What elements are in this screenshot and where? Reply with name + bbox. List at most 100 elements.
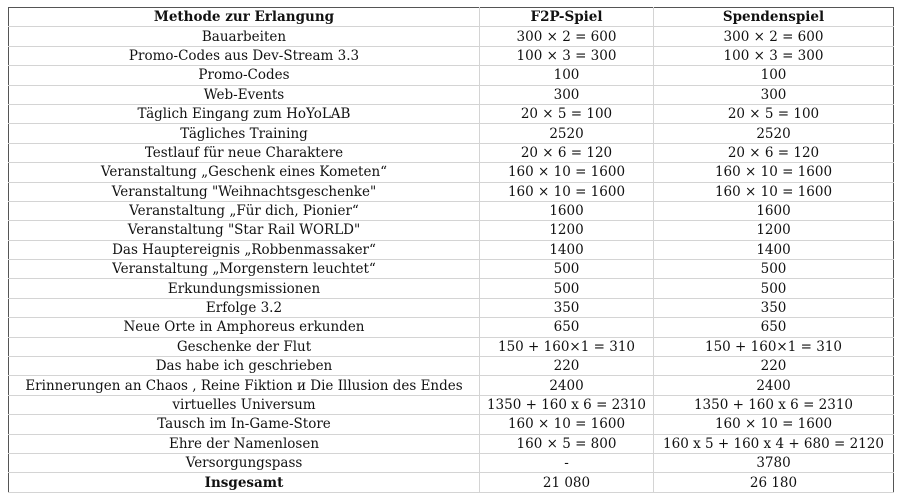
f2p-cell: 1200 (479, 220, 654, 241)
method-cell: Das Hauptereignis „Robbenmassaker“ (8, 240, 480, 261)
total-label: Insgesamt (8, 472, 480, 493)
donation-cell: 350 (653, 298, 894, 319)
method-cell: Neue Orte in Amphoreus erkunden (8, 317, 480, 338)
table-row: Erkundungsmissionen 500 500 (8, 278, 894, 299)
method-cell: Tägliches Training (8, 123, 480, 144)
donation-cell: 3780 (653, 453, 894, 474)
method-cell: Bauarbeiten (8, 26, 480, 47)
table-row: virtuelles Universum 1350 + 160 x 6 = 231… (8, 395, 894, 416)
table-row: Das Hauptereignis „Robbenmassaker“ 1400 14… (8, 240, 894, 261)
f2p-cell: 20 × 6 = 120 (479, 143, 654, 164)
donation-cell: 500 (653, 278, 894, 299)
table-row: Tägliches Training 2520 2520 (8, 123, 894, 144)
total-f2p: 21 080 (479, 472, 654, 493)
f2p-cell: 500 (479, 278, 654, 299)
method-cell: Versorgungspass (8, 453, 480, 474)
method-cell: virtuelles Universum (8, 395, 480, 416)
donation-cell: 1600 (653, 201, 894, 222)
header-donation: Spendenspiel (653, 7, 894, 28)
f2p-cell: 160 × 10 = 1600 (479, 182, 654, 202)
donation-cell: 160 x 5 + 160 x 4 + 680 = 2120 (653, 434, 894, 454)
f2p-cell: 160 × 10 = 1600 (479, 414, 654, 435)
f2p-cell: - (479, 453, 654, 474)
f2p-cell: 220 (479, 356, 654, 377)
total-row: Insgesamt 21 080 26 180 (8, 472, 894, 493)
donation-cell: 500 (653, 259, 894, 280)
donation-cell: 100 × 3 = 300 (653, 46, 894, 67)
table-row: Geschenke der Flut 150 + 160×1 = 310 150 +… (8, 337, 894, 358)
table-row: Web-Events 300 300 (8, 85, 894, 105)
method-cell: Veranstaltung „Morgenstern leuchtet“ (8, 259, 480, 280)
table-row: Das habe ich geschrieben 220 220 (8, 356, 894, 377)
method-cell: Das habe ich geschrieben (8, 356, 480, 377)
donation-cell: 100 (653, 65, 894, 86)
f2p-cell: 2400 (479, 375, 654, 396)
f2p-cell: 160 × 10 = 1600 (479, 162, 654, 183)
table-row: Ehre der Namenlosen 160 × 5 = 800 160 x 5 … (8, 434, 894, 454)
method-cell: Tausch im In-Game-Store (8, 414, 480, 435)
f2p-cell: 300 (479, 85, 654, 105)
table-row: Erfolge 3.2 350 350 (8, 298, 894, 319)
header-method: Methode zur Erlangung (8, 7, 480, 28)
f2p-cell: 350 (479, 298, 654, 319)
table-row: Veranstaltung „Geschenk eines Kometen“ 16… (8, 162, 894, 183)
method-cell: Veranstaltung "Weihnachtsgeschenke" (8, 182, 480, 202)
table-row: Täglich Eingang zum HoYoLAB 20 × 5 = 100 2… (8, 104, 894, 125)
donation-cell: 160 × 10 = 1600 (653, 162, 894, 183)
f2p-cell: 150 + 160×1 = 310 (479, 337, 654, 358)
table-row: Testlauf für neue Charaktere 20 × 6 = 120… (8, 143, 894, 164)
f2p-cell: 2520 (479, 123, 654, 144)
table-row: Bauarbeiten 300 × 2 = 600 300 × 2 = 600 (8, 26, 894, 47)
method-cell: Veranstaltung "Star Rail WORLD" (8, 220, 480, 241)
method-cell: Promo-Codes (8, 65, 480, 86)
method-cell: Web-Events (8, 85, 480, 105)
table-row: Promo-Codes 100 100 (8, 65, 894, 86)
donation-cell: 160 × 10 = 1600 (653, 414, 894, 435)
donation-cell: 2520 (653, 123, 894, 144)
donation-cell: 150 + 160×1 = 310 (653, 337, 894, 358)
method-cell: Veranstaltung „Für dich, Pionier“ (8, 201, 480, 222)
header-f2p: F2P-Spiel (479, 7, 654, 28)
table-row: Veranstaltung „Morgenstern leuchtet“ 500 5… (8, 259, 894, 280)
donation-cell: 1200 (653, 220, 894, 241)
table-row: Promo-Codes aus Dev-Stream 3.3 100 × 3 = … (8, 46, 894, 67)
f2p-cell: 300 × 2 = 600 (479, 26, 654, 47)
donation-cell: 650 (653, 317, 894, 338)
donation-cell: 1400 (653, 240, 894, 261)
table-row: Erinnerungen an Chaos , Reine Fiktion и … (8, 375, 894, 396)
table-row: Veranstaltung "Star Rail WORLD" 1200 1200 (8, 220, 894, 241)
method-cell: Täglich Eingang zum HoYoLAB (8, 104, 480, 125)
method-cell: Testlauf für neue Charaktere (8, 143, 480, 164)
total-donation: 26 180 (653, 472, 894, 493)
table-row: Versorgungspass -3780 (8, 453, 894, 474)
donation-cell: 300 (653, 85, 894, 105)
method-cell: Geschenke der Flut (8, 337, 480, 358)
table-row: Neue Orte in Amphoreus erkunden 650 650 (8, 317, 894, 338)
donation-cell: 20 × 6 = 120 (653, 143, 894, 164)
donation-cell: 1350 + 160 x 6 = 2310 (653, 395, 894, 416)
rewards-table: Methode zur Erlangung F2P-Spiel Spendens… (8, 7, 894, 493)
f2p-cell: 650 (479, 317, 654, 338)
method-cell: Veranstaltung „Geschenk eines Kometen“ (8, 162, 480, 183)
donation-cell: 220 (653, 356, 894, 377)
header-row: Methode zur Erlangung F2P-Spiel Spendens… (8, 7, 894, 28)
f2p-cell: 1350 + 160 x 6 = 2310 (479, 395, 654, 416)
donation-cell: 20 × 5 = 100 (653, 104, 894, 125)
method-cell: Promo-Codes aus Dev-Stream 3.3 (8, 46, 480, 67)
table-row: Veranstaltung "Weihnachtsgeschenke" 160 ×… (8, 182, 894, 202)
donation-cell: 300 × 2 = 600 (653, 26, 894, 47)
table-row: Tausch im In-Game-Store 160 × 10 = 1600 16… (8, 414, 894, 435)
f2p-cell: 160 × 5 = 800 (479, 434, 654, 454)
method-cell: Erkundungsmissionen (8, 278, 480, 299)
f2p-cell: 1600 (479, 201, 654, 222)
donation-cell: 160 × 10 = 1600 (653, 182, 894, 202)
method-cell: Erinnerungen an Chaos , Reine Fiktion и … (8, 375, 480, 396)
method-cell: Ehre der Namenlosen (8, 434, 480, 454)
f2p-cell: 20 × 5 = 100 (479, 104, 654, 125)
donation-cell: 2400 (653, 375, 894, 396)
f2p-cell: 500 (479, 259, 654, 280)
table-row: Veranstaltung „Für dich, Pionier“ 1600 160… (8, 201, 894, 222)
f2p-cell: 1400 (479, 240, 654, 261)
method-cell: Erfolge 3.2 (8, 298, 480, 319)
f2p-cell: 100 (479, 65, 654, 86)
